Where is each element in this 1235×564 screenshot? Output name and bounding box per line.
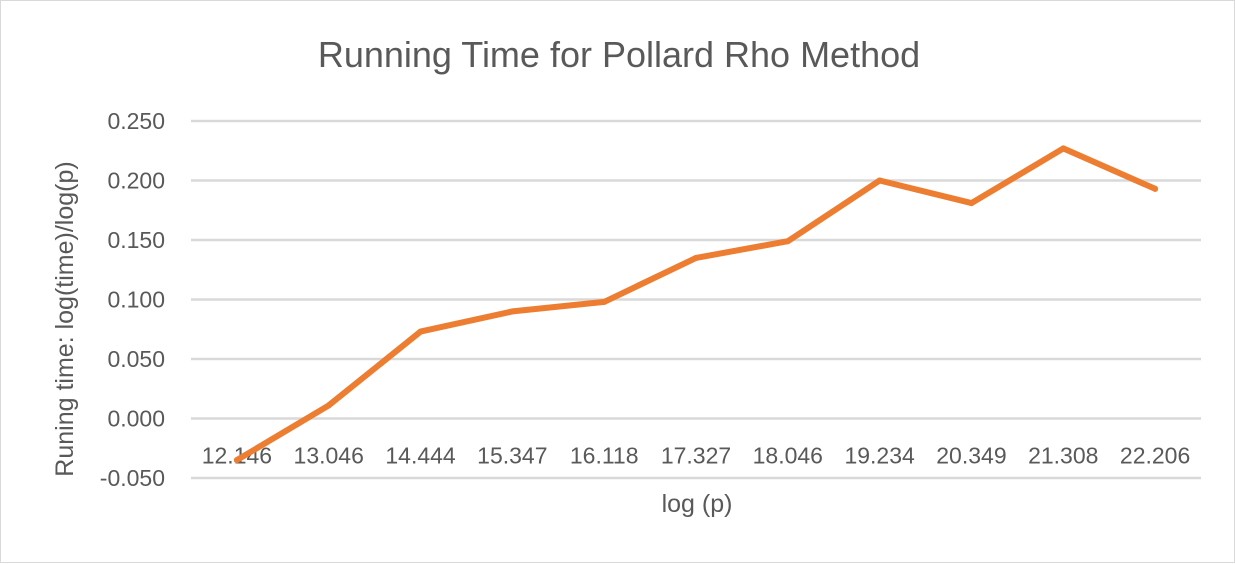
data-point [693,254,699,261]
x-tick-label: 17.327 [661,443,731,469]
x-tick-label: 14.444 [385,443,456,469]
data-point [233,457,240,464]
data-point [509,308,516,315]
data-point [968,200,975,207]
x-tick-label: 21.308 [1028,443,1098,469]
data-point [601,298,608,305]
data-point [1060,145,1067,152]
x-tick-label: 20.349 [936,443,1006,469]
data-point [876,177,883,184]
data-point [1152,185,1159,192]
gridlines [191,119,1201,480]
x-tick-label: 18.046 [753,443,823,469]
x-tick-label: 16.118 [570,443,639,469]
data-point [325,402,332,409]
y-tick-label: 0.250 [107,108,165,134]
y-tick-label: 0.150 [107,227,165,253]
data-point [417,328,424,335]
x-tick-label: 13.046 [294,443,364,469]
data-point [784,238,791,245]
x-tick-label: 19.234 [844,443,915,469]
series-line [233,145,1159,464]
y-tick-label: 0.000 [107,406,165,432]
x-tick-label: 15.347 [477,443,547,469]
x-tick-label: 22.206 [1120,443,1190,469]
y-axis-title: Runing time: log(time)/log(p) [51,161,79,476]
y-tick-label: 0.100 [107,287,165,313]
y-tick-label: -0.050 [100,465,165,491]
series-group [233,145,1159,464]
y-tick-label: 0.050 [107,346,165,372]
chart-title: Running Time for Pollard Rho Method [318,34,920,75]
y-axis-ticks: 0.250 0.200 0.150 0.100 0.050 0.000 -0.050 [100,108,165,491]
y-tick-label: 0.200 [107,168,165,194]
x-axis-ticks: 12.146 13.046 14.444 15.347 16.118 17.327 18.0… [202,443,1191,469]
x-axis-title: log (p) [662,490,733,518]
